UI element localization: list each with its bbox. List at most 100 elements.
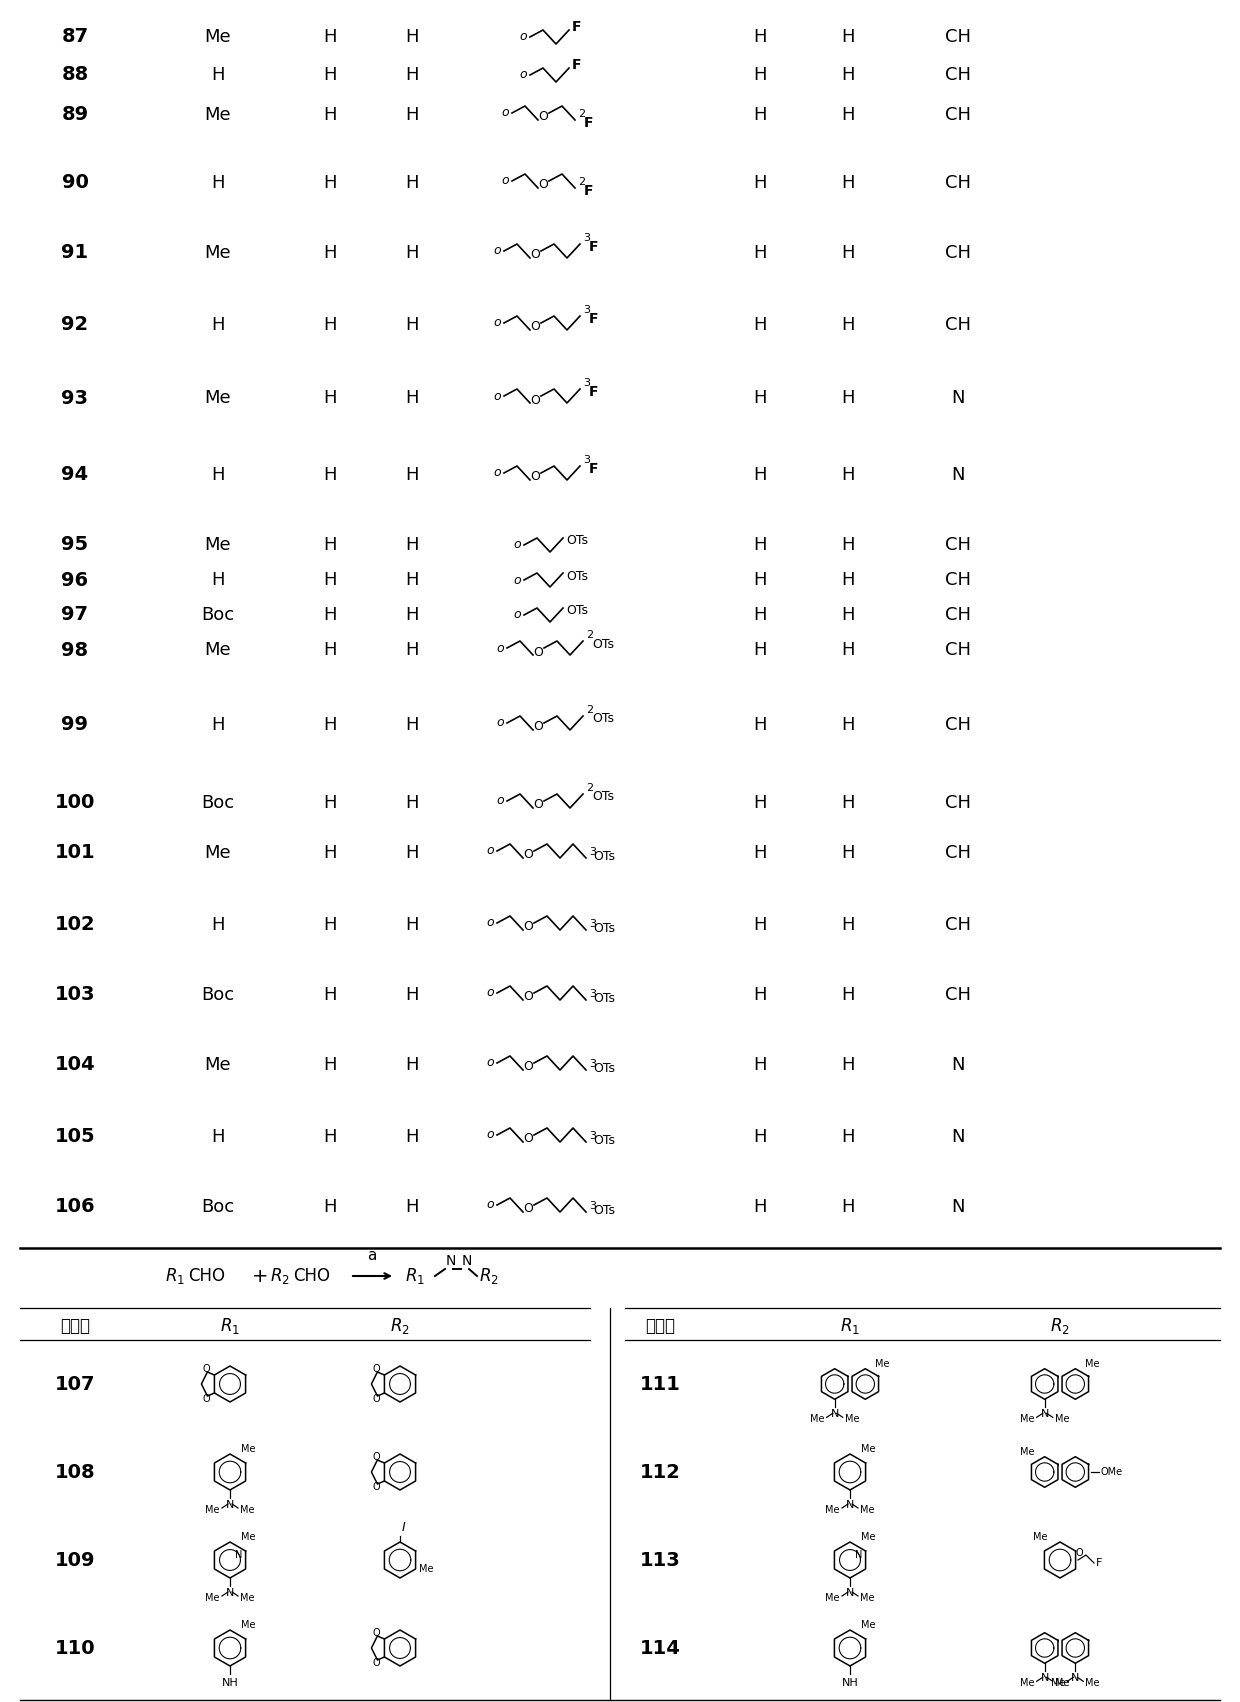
Text: I: I <box>402 1522 405 1534</box>
Text: H: H <box>324 106 337 124</box>
Text: H: H <box>324 1055 337 1074</box>
Text: H: H <box>841 1128 854 1145</box>
Text: 3: 3 <box>589 848 596 858</box>
Text: 99: 99 <box>62 715 88 735</box>
Text: $R_1$: $R_1$ <box>839 1316 861 1336</box>
Text: H: H <box>324 1198 337 1215</box>
Text: F: F <box>572 20 582 34</box>
Text: Me: Me <box>205 844 232 861</box>
Text: NH: NH <box>222 1678 238 1688</box>
Text: O: O <box>529 470 539 483</box>
Text: O: O <box>529 320 539 334</box>
Text: H: H <box>324 570 337 589</box>
Text: N: N <box>226 1588 234 1598</box>
Text: H: H <box>841 66 854 83</box>
Text: O: O <box>523 1203 533 1215</box>
Text: N: N <box>951 390 965 407</box>
Text: H: H <box>841 795 854 812</box>
Text: Me: Me <box>861 1445 875 1455</box>
Text: 110: 110 <box>55 1639 95 1658</box>
Text: Boc: Boc <box>201 795 234 812</box>
Text: 98: 98 <box>62 640 88 659</box>
Text: Me: Me <box>205 536 232 553</box>
Text: 109: 109 <box>55 1551 95 1569</box>
Text: o: o <box>513 574 521 587</box>
Text: OTs: OTs <box>593 921 615 934</box>
Text: H: H <box>753 916 766 934</box>
Text: O: O <box>533 720 543 734</box>
Text: H: H <box>841 985 854 1004</box>
Text: H: H <box>841 642 854 659</box>
Text: Me: Me <box>1085 1358 1100 1368</box>
Text: 106: 106 <box>55 1198 95 1217</box>
Text: 92: 92 <box>62 315 88 335</box>
Text: O: O <box>372 1452 381 1462</box>
Text: o: o <box>496 795 503 807</box>
Text: OTs: OTs <box>593 992 615 1004</box>
Text: H: H <box>753 606 766 625</box>
Text: H: H <box>324 642 337 659</box>
Text: Me: Me <box>241 1593 254 1603</box>
Text: Me: Me <box>241 1620 255 1631</box>
Text: H: H <box>405 536 419 553</box>
Text: o: o <box>494 390 501 402</box>
Text: CH: CH <box>945 317 971 334</box>
Text: H: H <box>211 916 224 934</box>
Text: 3: 3 <box>583 305 590 315</box>
Text: O: O <box>372 1482 381 1493</box>
Text: o: o <box>486 916 494 929</box>
Text: OTs: OTs <box>593 1203 615 1217</box>
Text: H: H <box>405 466 419 483</box>
Text: Me: Me <box>861 1593 874 1603</box>
Text: H: H <box>324 536 337 553</box>
Text: H: H <box>405 106 419 124</box>
Text: o: o <box>486 1198 494 1212</box>
Text: O: O <box>523 1060 533 1074</box>
Text: O: O <box>523 921 533 933</box>
Text: H: H <box>753 174 766 192</box>
Text: Me: Me <box>206 1593 219 1603</box>
Text: H: H <box>211 1128 224 1145</box>
Text: O: O <box>372 1394 381 1404</box>
Text: H: H <box>753 1128 766 1145</box>
Text: 114: 114 <box>640 1639 681 1658</box>
Text: Me: Me <box>205 27 232 46</box>
Text: H: H <box>324 66 337 83</box>
Text: H: H <box>211 317 224 334</box>
Text: CH: CH <box>945 844 971 861</box>
Text: Me: Me <box>205 390 232 407</box>
Text: O: O <box>529 248 539 262</box>
Text: 100: 100 <box>55 793 95 812</box>
Text: N: N <box>226 1499 234 1510</box>
Text: O: O <box>529 393 539 407</box>
Text: 2: 2 <box>578 109 585 119</box>
Text: CH: CH <box>945 106 971 124</box>
Text: Me: Me <box>1055 1678 1069 1688</box>
Text: Me: Me <box>875 1358 889 1368</box>
Text: 3: 3 <box>583 454 590 465</box>
Text: 3: 3 <box>589 919 596 929</box>
Text: N: N <box>951 1055 965 1074</box>
Text: H: H <box>405 66 419 83</box>
Text: 89: 89 <box>62 106 88 124</box>
Text: H: H <box>753 27 766 46</box>
Text: CH: CH <box>945 642 971 659</box>
Text: 3: 3 <box>583 378 590 388</box>
Text: H: H <box>405 916 419 934</box>
Text: OTs: OTs <box>591 790 614 803</box>
Text: OTs: OTs <box>593 1062 615 1074</box>
Text: H: H <box>405 1128 419 1145</box>
Text: F: F <box>589 385 599 398</box>
Text: H: H <box>405 174 419 192</box>
Text: 113: 113 <box>640 1551 681 1569</box>
Text: CHO: CHO <box>293 1266 330 1285</box>
Text: H: H <box>753 106 766 124</box>
Text: Me: Me <box>205 243 232 262</box>
Text: H: H <box>405 642 419 659</box>
Text: N: N <box>446 1254 456 1268</box>
Text: H: H <box>753 243 766 262</box>
Text: Me: Me <box>206 1505 219 1515</box>
Text: 101: 101 <box>55 844 95 863</box>
Text: H: H <box>211 466 224 483</box>
Text: Me: Me <box>205 642 232 659</box>
